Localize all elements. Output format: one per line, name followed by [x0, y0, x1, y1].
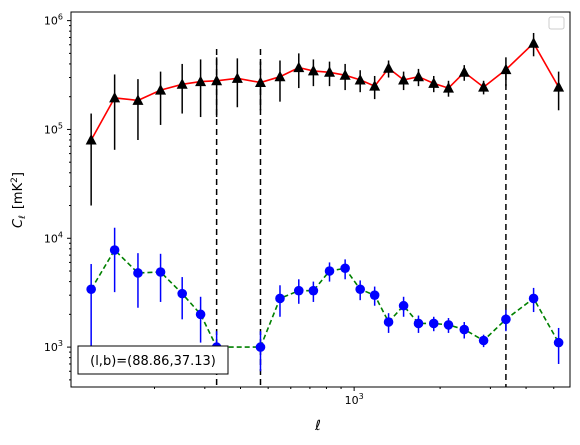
series-1-point-3: [155, 267, 166, 277]
series-0-point-7: [231, 72, 243, 83]
series-1-point-23: [528, 293, 539, 304]
y-axis-label: Cℓ [mK2]: [10, 172, 28, 228]
series-0-point-3: [155, 84, 167, 95]
series-1-point-4: [177, 288, 187, 299]
series-0-point-21: [458, 66, 470, 77]
series-1-point-13: [355, 284, 365, 295]
series-0-point-10: [293, 61, 305, 73]
svg-text:Cℓ[mK2]: Cℓ [mK2]: [10, 172, 28, 228]
series-0-point-16: [383, 62, 395, 73]
annotation-frame: [77, 345, 229, 375]
series-0-point-23: [500, 63, 512, 75]
series-1-point-2: [133, 268, 143, 278]
series-1-point-20: [459, 324, 470, 335]
series-0-point-2: [132, 94, 144, 105]
series-0-point-14: [354, 73, 366, 85]
series-0-point-4: [176, 78, 188, 89]
series-1-point-5: [195, 309, 206, 320]
series-0-point-15: [369, 80, 381, 91]
series-1-point-15: [383, 317, 394, 327]
series-1-point-24: [553, 337, 564, 348]
markers: [85, 37, 565, 352]
series-0-point-5: [195, 75, 207, 87]
series-0-point-0: [85, 133, 97, 145]
axis-ticks: 103 103 104 105 106: [44, 13, 555, 407]
x-axis-label: ℓ: [314, 418, 321, 434]
series-1-point-9: [293, 285, 304, 296]
series-1-point-12: [340, 263, 350, 274]
series-0-point-24: [528, 37, 540, 48]
series-1-point-18: [428, 318, 439, 329]
series-0-point-6: [211, 74, 223, 86]
y-axis-label-unit: [mK: [11, 182, 26, 209]
series-1-point-22: [501, 314, 511, 325]
series-0-point-12: [324, 66, 336, 77]
y-axis-label-main: C: [11, 218, 26, 228]
x-tick-label: 103: [345, 392, 364, 407]
series-0-point-20: [442, 82, 454, 93]
series-1-point-1: [109, 245, 120, 255]
series-1-point-21: [478, 335, 489, 346]
series-1-point-7: [255, 342, 266, 352]
annotation-text: (l,b)=(88.86,37.13): [90, 354, 216, 369]
series-0-point-13: [339, 69, 351, 80]
series-1-point-8: [275, 293, 285, 304]
series-0-point-17: [398, 73, 410, 85]
series-1-point-11: [324, 266, 335, 276]
annotation-box: (l,b)=(88.86,37.13): [77, 345, 229, 375]
series-1-point-0: [86, 284, 96, 295]
series-1-point-19: [443, 320, 454, 330]
series-0-point-25: [553, 81, 565, 92]
series-1-point-14: [369, 290, 380, 300]
series-0-point-18: [412, 70, 424, 82]
y-axis-label-unit-close: ]: [11, 172, 26, 177]
y-tick-label: 106: [44, 13, 63, 28]
vertical-lines: [215, 49, 507, 387]
plot-frame: [70, 11, 571, 388]
series-1-point-10: [308, 285, 319, 296]
legend-box: [548, 16, 565, 30]
series-0-point-1: [109, 91, 121, 103]
series-0-point-11: [307, 64, 319, 76]
series-0-point-22: [478, 81, 490, 92]
series-0-point-8: [254, 76, 266, 88]
y-tick-label: 104: [44, 230, 63, 245]
series-0-point-19: [428, 77, 440, 88]
series-0-point-9: [274, 70, 286, 82]
y-axis-label-sub: ℓ: [18, 215, 28, 220]
y-axis-label-unit-sup: 2: [10, 177, 20, 183]
y-tick-label: 103: [44, 339, 63, 354]
y-tick-label: 105: [44, 121, 63, 136]
series-1-point-16: [398, 300, 409, 311]
series-1-point-17: [413, 318, 424, 329]
